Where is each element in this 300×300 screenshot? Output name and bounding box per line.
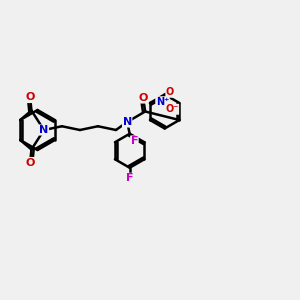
Text: F: F xyxy=(131,136,138,146)
Text: O: O xyxy=(26,158,35,167)
Text: O: O xyxy=(26,92,35,103)
Text: O⁻: O⁻ xyxy=(165,104,178,114)
Text: N: N xyxy=(39,125,49,135)
Text: N⁺: N⁺ xyxy=(156,97,169,107)
Text: O: O xyxy=(166,87,174,97)
Text: N: N xyxy=(123,117,132,127)
Text: F: F xyxy=(126,173,134,183)
Text: O: O xyxy=(139,93,148,103)
